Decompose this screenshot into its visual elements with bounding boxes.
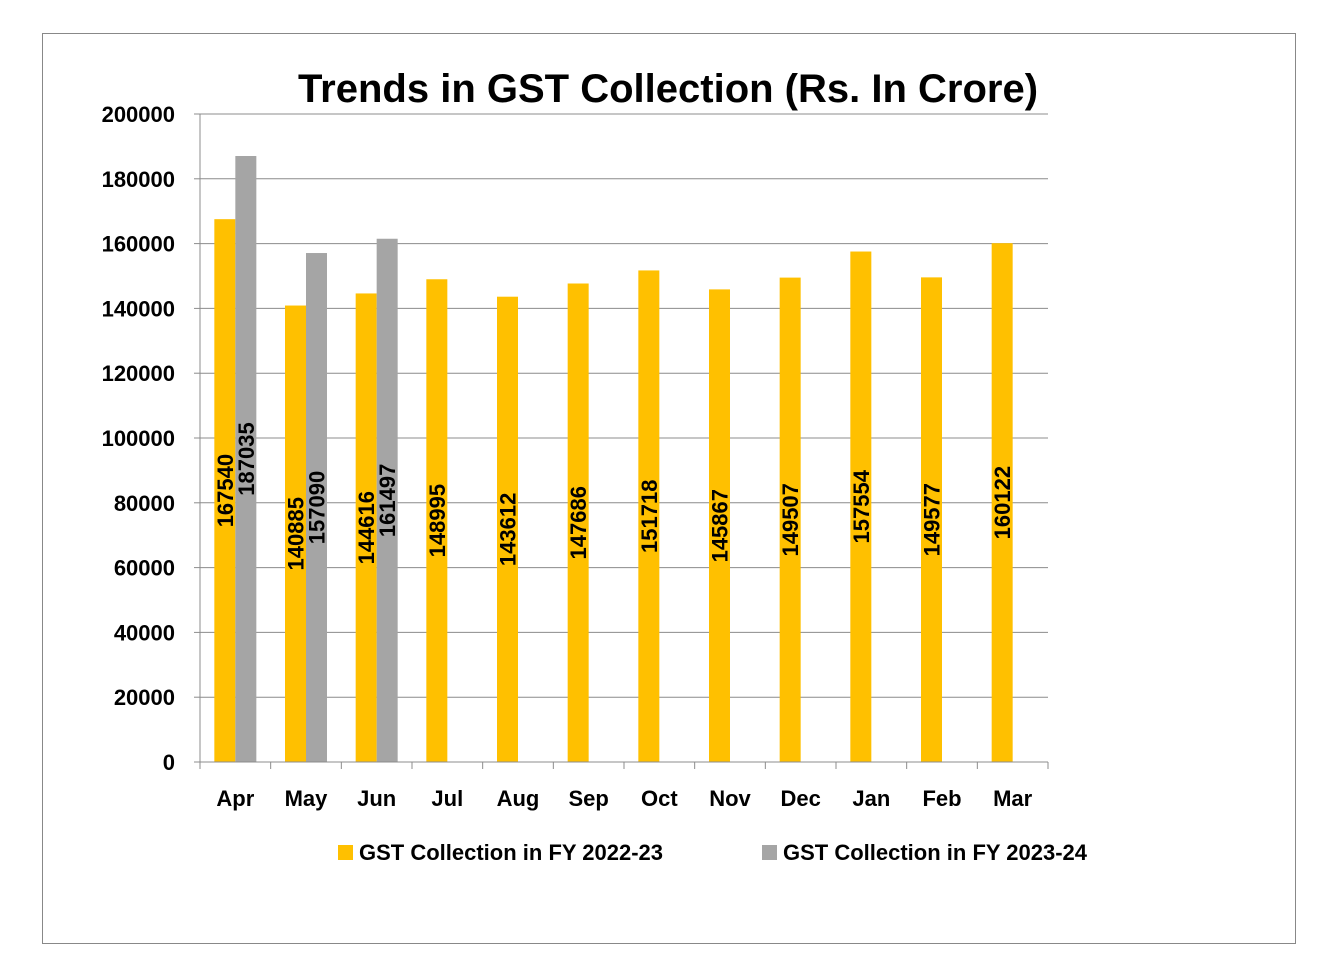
y-tick-label: 200000 [102,102,175,127]
bar-jul-series-1 [426,279,448,762]
x-tick-label: Nov [709,786,751,811]
data-label: 148995 [425,484,450,557]
x-tick-label: Jul [431,786,463,811]
data-label: 149507 [778,483,803,556]
data-label: 149577 [920,483,945,556]
bar-jun-series-2 [376,238,398,762]
legend-label: GST Collection in FY 2022-23 [359,840,663,865]
data-label: 167540 [213,454,238,527]
bar-nov-series-1 [709,289,730,762]
data-label: 160122 [990,466,1015,539]
bar-may-series-2 [306,253,327,763]
bar-apr-series-1 [214,219,236,762]
x-tick-label: Dec [780,786,820,811]
legend-label: GST Collection in FY 2023-24 [783,840,1088,865]
data-label: 147686 [566,486,591,559]
bar-aug-series-1 [497,296,518,762]
data-label: 145867 [708,489,733,562]
bar-dec-series-1 [779,277,801,762]
x-tick-label: May [285,786,329,811]
bar-may-series-1 [285,305,306,762]
legend-swatch [762,845,777,860]
x-tick-label: Sep [568,786,608,811]
data-label: 144616 [354,491,379,564]
bar-oct-series-1 [638,270,660,762]
x-tick-label: Jan [852,786,890,811]
y-tick-label: 120000 [102,361,175,386]
bar-feb-series-1 [921,277,942,762]
data-label: 161497 [375,464,400,537]
bar-sep-series-1 [567,283,589,762]
y-tick-label: 80000 [114,491,175,516]
y-tick-label: 140000 [102,296,175,321]
data-label: 187035 [234,422,259,495]
x-tick-label: Jun [357,786,396,811]
x-tick-label: Feb [922,786,961,811]
data-label: 151718 [637,480,662,553]
x-tick-label: Oct [641,786,678,811]
legend-item-2: GST Collection in FY 2023-24 [762,840,1088,865]
bar-jun-series-1 [355,293,377,762]
data-label: 157554 [849,469,874,543]
data-label: 140885 [284,497,309,570]
x-tick-label: Aug [497,786,540,811]
y-tick-label: 0 [163,750,175,775]
bar-mar-series-1 [991,243,1013,763]
y-tick-label: 20000 [114,685,175,710]
chart-title: Trends in GST Collection (Rs. In Crore) [298,67,1038,111]
legend-swatch [338,845,353,860]
data-label: 143612 [496,493,521,566]
y-tick-label: 40000 [114,620,175,645]
y-tick-label: 60000 [114,556,175,581]
bar-apr-series-2 [235,156,257,763]
y-tick-label: 100000 [102,426,175,451]
y-tick-label: 160000 [102,232,175,257]
data-label: 157090 [305,471,330,544]
y-tick-label: 180000 [102,167,175,192]
x-tick-label: Apr [216,786,254,811]
legend-item-1: GST Collection in FY 2022-23 [338,840,663,865]
x-tick-label: Mar [993,786,1033,811]
bar-jan-series-1 [850,251,872,763]
